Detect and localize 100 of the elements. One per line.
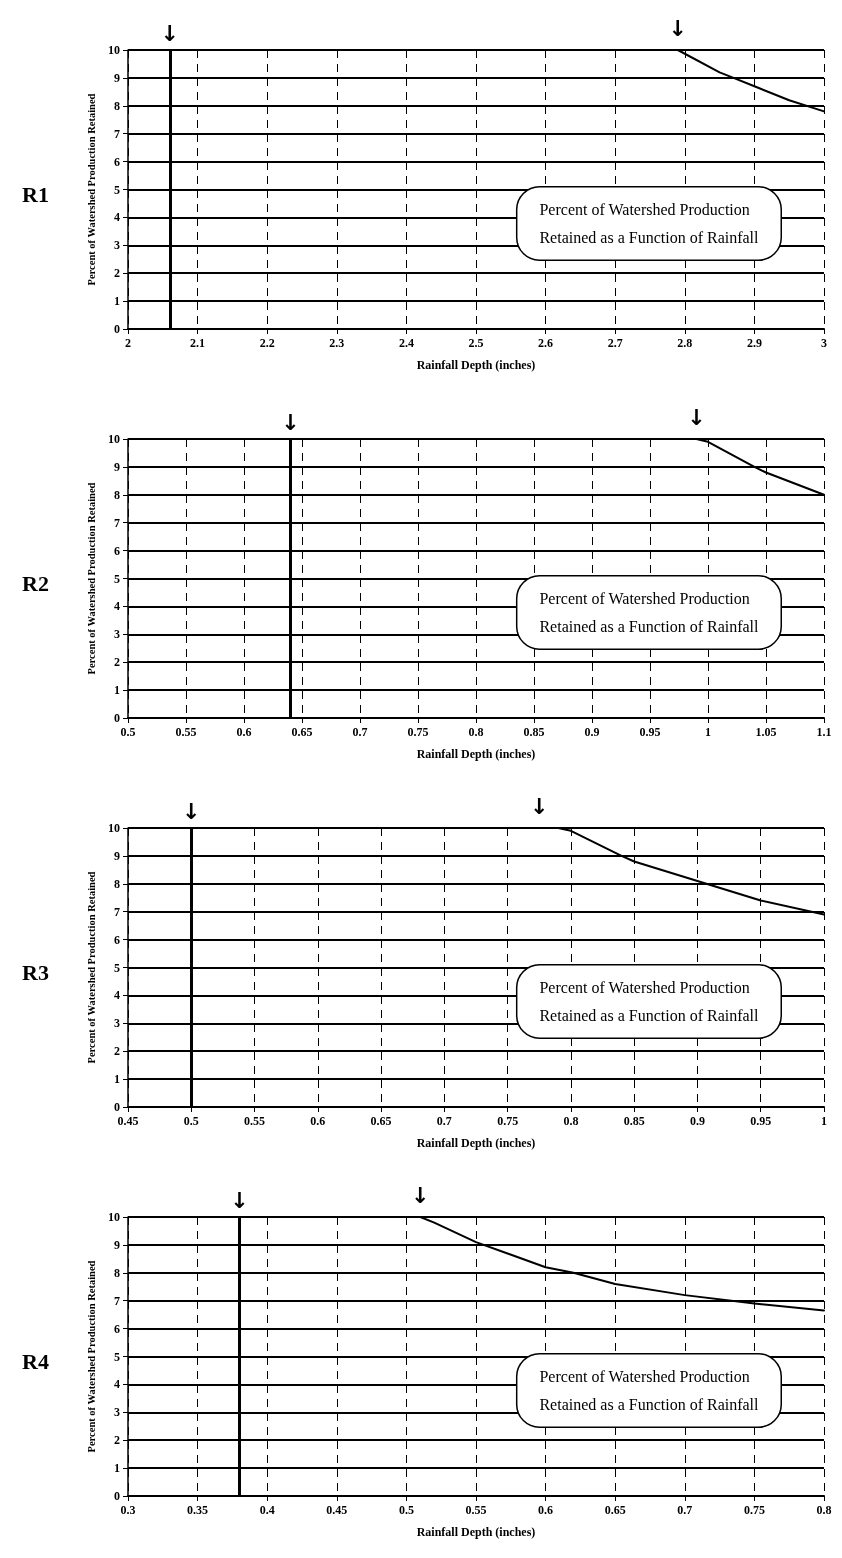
y-tick-label: 7: [114, 904, 120, 919]
ref-line-label: ↓: [182, 798, 201, 824]
y-tick-label: 9: [114, 459, 120, 474]
y-tick-label: 2: [114, 1044, 120, 1059]
x-axis-title: Rainfall Depth (inches): [416, 1525, 536, 1539]
x-tick-label: 0.6: [236, 725, 252, 739]
x-tick-label: 0.5: [120, 725, 136, 739]
x-tick-label: 0.65: [370, 1114, 392, 1128]
y-tick-label: 2: [114, 655, 120, 670]
y-tick-label: 4: [114, 988, 120, 1003]
x-axis-title: Rainfall Depth (inches): [416, 358, 536, 372]
y-tick-label: 8: [114, 876, 120, 891]
y-tick-label: 5: [114, 1349, 120, 1364]
x-tick-label: 0.95: [639, 725, 661, 739]
x-tick-label: 0.5: [398, 1503, 414, 1517]
x-axis-title: Rainfall Depth (inches): [416, 747, 536, 761]
ref-line-label: ↓: [230, 1187, 249, 1213]
y-tick-label: 9: [114, 1237, 120, 1252]
y-tick-label: 0: [114, 322, 120, 336]
y-tick-label: 6: [114, 543, 120, 558]
annotation: Percent of Watershed Production Retained as a Function of Rainfall: [539, 1368, 760, 1413]
y-axis-title: Percent of Watershed Production Retained: [86, 1260, 98, 1453]
x-tick-label: 0.85: [623, 1114, 645, 1128]
x-tick-label: 0.85: [523, 725, 545, 739]
x-axis-title: Rainfall Depth (inches): [416, 1136, 536, 1150]
y-tick-label: 6: [114, 154, 120, 169]
y-tick-label: 7: [114, 1293, 120, 1308]
y-tick-label: 9: [114, 70, 120, 85]
y-tick-label: 0: [114, 1489, 120, 1503]
x-tick-label: 0.45: [326, 1503, 348, 1517]
x-tick-label: 0.7: [352, 725, 368, 739]
y-tick-label: 10: [108, 432, 120, 446]
x-tick-label: 2.7: [607, 336, 623, 350]
x-tick-label: 0.7: [436, 1114, 452, 1128]
x-tick-label: 0.9: [689, 1114, 705, 1128]
y-tick-label: 9: [114, 848, 120, 863]
y-axis-title: Percent of Watershed Production Retained: [86, 482, 98, 675]
annotation: ↓: [411, 1182, 430, 1208]
x-tick-label: 0.95: [750, 1114, 772, 1128]
y-tick-label: 10: [108, 1210, 120, 1224]
text: R4: [22, 1349, 49, 1374]
y-tick-label: 10: [108, 821, 120, 835]
x-tick-label: 0.75: [407, 725, 429, 739]
y-tick-label: 3: [114, 627, 120, 642]
annotation: ↓: [687, 404, 706, 430]
x-tick-label: 0.65: [604, 1503, 626, 1517]
ref-line-label: ↓: [160, 20, 179, 46]
text: R1: [22, 182, 49, 207]
x-tick-label: 2.8: [677, 336, 693, 350]
x-tick-label: 2.2: [259, 336, 275, 350]
annotation: ↓: [530, 793, 549, 819]
y-tick-label: 3: [114, 1405, 120, 1420]
y-tick-label: 1: [114, 1072, 120, 1087]
y-tick-label: 1: [114, 294, 120, 309]
x-tick-label: 0.5: [183, 1114, 199, 1128]
x-tick-label: 0.8: [468, 725, 484, 739]
x-tick-label: 2.6: [538, 336, 554, 350]
y-tick-label: 5: [114, 571, 120, 586]
x-tick-label: 0.65: [291, 725, 313, 739]
y-tick-label: 5: [114, 182, 120, 197]
x-tick-label: 0.7: [677, 1503, 693, 1517]
y-tick-label: 7: [114, 126, 120, 141]
y-tick-label: 4: [114, 210, 120, 225]
y-tick-label: 1: [114, 683, 120, 698]
x-tick-label: 1: [821, 1114, 827, 1128]
y-tick-label: 0: [114, 1100, 120, 1114]
y-tick-label: 6: [114, 1321, 120, 1336]
y-axis-title: Percent of Watershed Production Retained: [86, 871, 98, 1064]
x-tick-label: 0.75: [743, 1503, 765, 1517]
y-tick-label: 8: [114, 98, 120, 113]
y-tick-label: 6: [114, 932, 120, 947]
y-axis-title: Percent of Watershed Production Retained: [86, 93, 98, 286]
y-tick-label: 5: [114, 960, 120, 975]
y-tick-label: 2: [114, 266, 120, 281]
x-tick-label: 0.55: [175, 725, 197, 739]
y-tick-label: 1: [114, 1461, 120, 1476]
annotation: Percent of Watershed Production Retained as a Function of Rainfall: [539, 201, 760, 246]
x-tick-label: 0.55: [465, 1503, 487, 1517]
text: R3: [22, 960, 49, 985]
x-tick-label: 3: [821, 336, 827, 350]
y-tick-label: 3: [114, 1016, 120, 1031]
x-tick-label: 0.6: [538, 1503, 554, 1517]
y-tick-label: 10: [108, 43, 120, 57]
x-tick-label: 0.9: [584, 725, 600, 739]
y-tick-label: 8: [114, 1265, 120, 1280]
y-tick-label: 7: [114, 515, 120, 530]
x-tick-label: 1.05: [755, 725, 777, 739]
y-tick-label: 8: [114, 487, 120, 502]
x-tick-label: 1: [705, 725, 711, 739]
x-tick-label: 2.3: [329, 336, 345, 350]
y-tick-label: 4: [114, 1377, 120, 1392]
y-tick-label: 2: [114, 1433, 120, 1448]
y-tick-label: 3: [114, 238, 120, 253]
x-tick-label: 0.3: [120, 1503, 136, 1517]
x-tick-label: 0.55: [244, 1114, 266, 1128]
ref-line-label: ↓: [281, 409, 300, 435]
x-tick-label: 0.8: [816, 1503, 832, 1517]
x-tick-label: 0.75: [497, 1114, 519, 1128]
x-tick-label: 0.8: [563, 1114, 579, 1128]
x-tick-label: 0.6: [310, 1114, 326, 1128]
